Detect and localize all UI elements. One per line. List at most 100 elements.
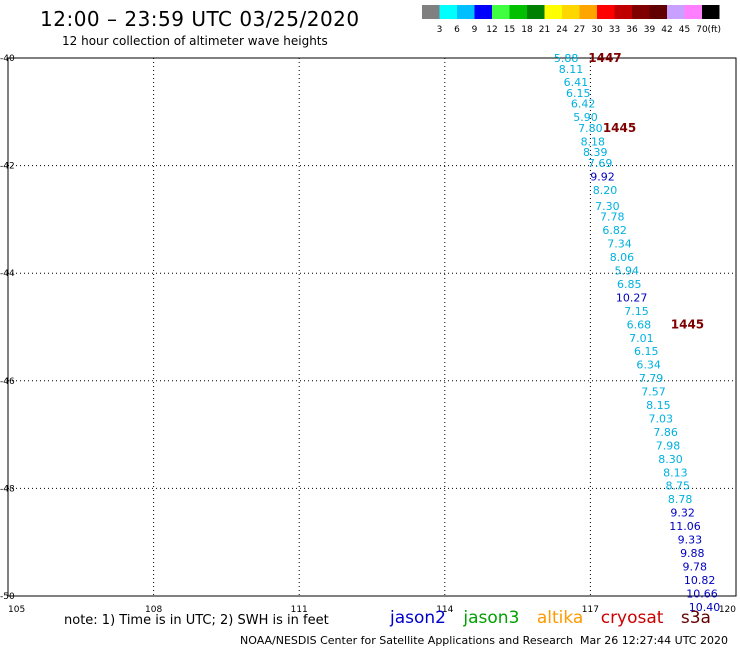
legend-swatch	[562, 5, 580, 19]
legend-swatch	[684, 5, 702, 19]
swh-value-label: 9.32	[670, 507, 695, 520]
x-tick-label: 114	[436, 605, 453, 615]
legend-label: 30	[591, 25, 603, 35]
satellite-jason3: jason3	[463, 608, 520, 628]
swh-value-label: 5.90	[573, 111, 598, 124]
time-label: 1445	[671, 317, 704, 331]
time-label: 1447	[588, 51, 621, 65]
y-tick-label: -42	[0, 162, 15, 172]
y-tick-label: -40	[0, 54, 15, 64]
swh-value-label: 8.06	[610, 251, 635, 264]
legend-label: 6	[454, 25, 460, 35]
swh-value-label: 7.34	[607, 238, 632, 251]
swh-value-label: 6.85	[617, 278, 642, 291]
legend-swatch	[474, 5, 492, 19]
legend-swatch	[632, 5, 650, 19]
legend-swatch	[527, 5, 545, 19]
swh-value-label: 6.42	[571, 98, 596, 111]
swh-value-label: 8.30	[658, 453, 683, 466]
legend-swatch	[492, 5, 510, 19]
swh-value-label: 8.11	[559, 63, 584, 76]
y-tick-label: -46	[0, 377, 15, 387]
legend-swatch	[457, 5, 475, 19]
swh-value-label: 8.78	[668, 493, 693, 506]
swh-value-label: 6.15	[634, 345, 659, 358]
legend-label: 42	[661, 25, 672, 35]
swh-value-label: 8.13	[663, 466, 688, 479]
swh-value-label: 5.88	[554, 52, 579, 65]
swh-value-label: 6.15	[566, 87, 591, 100]
legend-label: 27	[574, 25, 585, 35]
legend-label: 15	[504, 25, 515, 35]
legend-label: 33	[609, 25, 620, 35]
chart-title: 12:00 – 23:59 UTC 03/25/2020	[40, 7, 360, 31]
swh-value-label: 7.98	[656, 439, 681, 452]
swh-value-label: 7.80	[578, 122, 603, 135]
swh-value-label: 8.18	[581, 135, 606, 148]
swh-value-label: 9.88	[680, 547, 705, 560]
legend-swatch	[544, 5, 562, 19]
chart-subtitle: 12 hour collection of altimeter wave hei…	[62, 34, 328, 48]
swh-value-label: 10.82	[684, 574, 716, 587]
legend-swatch	[509, 5, 527, 19]
swh-value-label: 6.68	[627, 318, 652, 331]
swh-value-label: 8.75	[666, 480, 691, 493]
legend-label: 36	[626, 25, 638, 35]
swh-value-label: 7.69	[588, 157, 613, 170]
swh-value-label: 7.01	[629, 332, 654, 345]
y-tick-label: -44	[0, 269, 15, 279]
legend-label: 45	[679, 25, 690, 35]
satellite-altika: altika	[536, 608, 584, 628]
satellite-jason2: jason2	[390, 608, 446, 628]
legend-swatch	[597, 5, 615, 19]
legend-unit: (ft)	[708, 25, 722, 35]
swh-value-label: 7.78	[600, 211, 625, 224]
y-tick-label: -50	[0, 592, 15, 602]
swh-value-label: 7.30	[595, 200, 620, 213]
swh-value-label: 8.15	[646, 399, 671, 412]
credit-text: NOAA/NESDIS Center for Satellite Applica…	[240, 634, 574, 647]
legend-label: 24	[556, 25, 568, 35]
swh-value-label: 7.03	[649, 412, 674, 425]
legend-label: 9	[472, 25, 478, 35]
satellite-cryosat: cryosat	[600, 608, 664, 628]
y-tick-label: -48	[0, 484, 15, 494]
swh-value-label: 6.41	[564, 76, 589, 89]
swh-value-label: 9.78	[682, 560, 707, 573]
legend-label: 12	[486, 25, 497, 35]
legend-label: 39	[644, 25, 656, 35]
legend-swatch	[702, 5, 720, 19]
satellite-s3a: s3a	[680, 608, 711, 628]
legend-label: 21	[539, 25, 550, 35]
swh-value-label: 7.15	[624, 305, 649, 318]
swh-value-label: 7.79	[639, 372, 664, 385]
swh-value-label: 9.92	[590, 170, 615, 183]
legend-swatch	[422, 5, 440, 19]
swh-value-label: 10.40	[689, 601, 721, 614]
swh-value-label: 6.82	[602, 224, 627, 237]
legend-label: 3	[437, 25, 443, 35]
legend-swatch	[649, 5, 667, 19]
legend-swatch	[614, 5, 632, 19]
swh-value-label: 5.94	[615, 265, 640, 278]
x-tick-label: 120	[719, 605, 736, 615]
note-text: note: 1) Time is in UTC; 2) SWH is in fe…	[64, 613, 329, 628]
swh-value-label: 9.33	[678, 534, 703, 547]
color-legend: 3 6 9 12 15 18 21 24 27 30 33 36 39 42 45 70 (ft)	[422, 5, 722, 35]
swh-value-label: 10.66	[686, 587, 718, 600]
satellite-legend: jason2 jason3 altika cryosat s3a	[390, 608, 723, 628]
swh-value-label: 6.34	[636, 359, 661, 372]
swh-value-label: 8.39	[583, 146, 608, 159]
swh-value-label: 8.20	[593, 184, 618, 197]
swh-value-label: 7.86	[653, 426, 678, 439]
legend-swatch	[439, 5, 457, 19]
time-label: 1444	[739, 519, 740, 533]
swh-value-label: 11.06	[669, 520, 701, 533]
legend-label: 18	[521, 25, 533, 35]
legend-swatch	[667, 5, 685, 19]
x-tick-label: 108	[145, 605, 162, 615]
x-tick-label: 105	[8, 605, 25, 615]
legend-swatch	[579, 5, 597, 19]
time-label: 1445	[603, 121, 636, 135]
